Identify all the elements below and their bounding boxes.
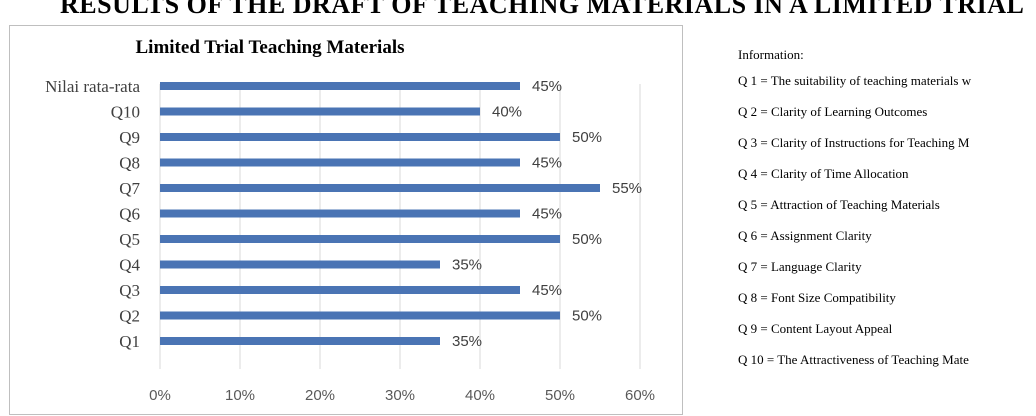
info-item-q6: Q 6 = Assignment Clarity [738, 228, 872, 243]
info-item-q4: Q 4 = Clarity of Time Allocation [738, 166, 909, 181]
bar [160, 235, 560, 243]
category-label: Q4 [119, 256, 140, 275]
data-label: 35% [452, 333, 482, 350]
chart-frame: Limited Trial Teaching Materials Nilai r… [9, 25, 683, 415]
bar [160, 286, 520, 294]
x-tick-label: 50% [545, 387, 575, 404]
data-label: 50% [572, 231, 602, 248]
x-tick-label: 0% [149, 387, 171, 404]
x-tick-label: 30% [385, 387, 415, 404]
x-tick-labels: 0% 10% 20% 30% 40% 50% 60% [149, 387, 655, 404]
page-heading: RESULTS OF THE DRAFT OF TEACHING MATERIA… [60, 0, 1025, 19]
gridlines [159, 84, 641, 369]
info-item-q9: Q 9 = Content Layout Appeal [738, 321, 893, 336]
category-label: Q5 [119, 230, 140, 249]
info-item-q10: Q 10 = The Attractiveness of Teaching Ma… [738, 352, 969, 367]
category-label: Q9 [119, 128, 140, 147]
info-title: Information: [738, 47, 804, 62]
category-label: Nilai rata-rata [45, 77, 140, 96]
info-panel: Information: Q 1 = The suitability of te… [683, 25, 1036, 407]
data-label: 50% [572, 308, 602, 325]
data-label: 40% [492, 104, 522, 121]
category-label: Q10 [111, 103, 140, 122]
info-item-q3: Q 3 = Clarity of Instructions for Teachi… [738, 135, 970, 150]
bar [160, 209, 520, 218]
category-label: Q8 [119, 154, 140, 173]
bar [160, 107, 480, 116]
x-tick-label: 20% [305, 387, 335, 404]
x-tick-label: 40% [465, 387, 495, 404]
category-label: Q2 [119, 307, 140, 326]
data-label: 45% [532, 282, 562, 299]
data-label: 50% [572, 129, 602, 146]
bar [160, 158, 520, 167]
info-item-q2: Q 2 = Clarity of Learning Outcomes [738, 104, 928, 119]
bar [160, 311, 560, 320]
info-item-q7: Q 7 = Language Clarity [738, 259, 862, 274]
bar [160, 133, 560, 141]
bar [160, 337, 440, 345]
x-tick-label: 60% [625, 387, 655, 404]
bar-chart: Limited Trial Teaching Materials Nilai r… [45, 37, 655, 404]
data-label: 45% [532, 78, 562, 95]
category-label: Q6 [119, 205, 140, 224]
category-label: Q3 [119, 281, 140, 300]
data-label: 45% [532, 206, 562, 223]
bar [160, 82, 520, 90]
bars [160, 82, 600, 345]
chart-title: Limited Trial Teaching Materials [136, 37, 405, 58]
info-item-q8: Q 8 = Font Size Compatibility [738, 290, 896, 305]
info-item-q1: Q 1 = The suitability of teaching materi… [738, 73, 972, 88]
category-label: Q1 [119, 332, 140, 351]
x-tick-label: 10% [225, 387, 255, 404]
category-labels: Nilai rata-rata Q10 Q9 Q8 Q7 Q6 Q5 Q4 Q3 Q2 Q1 [45, 77, 140, 351]
data-label: 35% [452, 257, 482, 274]
info-item-q5: Q 5 = Attraction of Teaching Materials [738, 197, 940, 212]
category-label: Q7 [119, 179, 140, 198]
data-label: 45% [532, 155, 562, 172]
data-label: 55% [612, 180, 642, 197]
bar [160, 260, 440, 269]
bar [160, 184, 600, 192]
data-labels: 45% 40% 50% 45% 55% 45% 50% 35% 45% 50% 35% [452, 78, 642, 350]
